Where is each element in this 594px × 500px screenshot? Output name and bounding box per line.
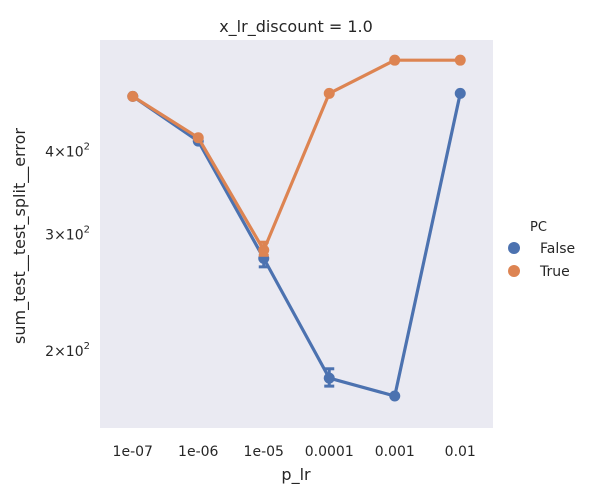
plot-background	[100, 40, 493, 428]
legend-label-false: False	[540, 241, 575, 257]
legend: PC False True	[508, 220, 575, 280]
x-tick-label: 0.001	[375, 444, 415, 460]
y-tick-label: 4×102	[45, 142, 90, 161]
data-point-false	[454, 87, 466, 99]
x-tick-label: 0.01	[445, 444, 476, 460]
x-tick-label: 0.0001	[305, 444, 354, 460]
series-line-false	[131, 93, 462, 398]
x-tick-label: 1e-06	[178, 444, 218, 460]
x-tick-label: 1e-07	[113, 444, 153, 460]
data-point-true	[389, 54, 401, 66]
y-axis-label: sum_test__test_split__error	[10, 128, 30, 344]
data-point-true	[192, 132, 204, 144]
data-point-true	[323, 87, 335, 99]
data-point-true	[454, 54, 466, 66]
x-tick-label: 1e-05	[244, 444, 284, 460]
legend-marker-false	[508, 242, 520, 254]
chart-title: x_lr_discount = 1.0	[219, 17, 373, 37]
legend-label-true: True	[539, 264, 570, 280]
x-axis-label: p_lr	[281, 465, 311, 485]
data-point-false	[323, 372, 335, 384]
series-line-true	[131, 58, 461, 252]
legend-marker-true	[508, 265, 520, 277]
y-tick-label: 3×102	[45, 224, 90, 243]
y-tick-label: 2×102	[45, 341, 90, 360]
data-point-false	[389, 390, 401, 402]
data-point-true	[127, 90, 139, 102]
data-point-true	[258, 244, 270, 256]
legend-title: PC	[530, 220, 547, 235]
